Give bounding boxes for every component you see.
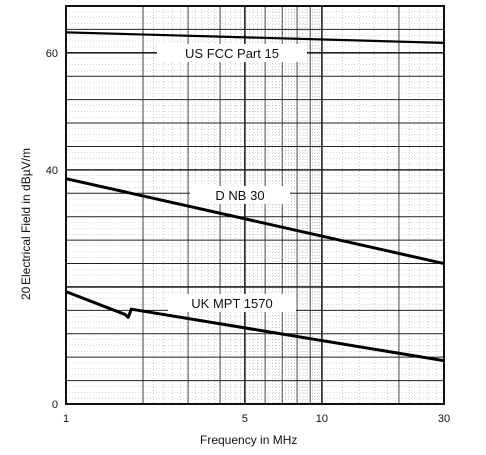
x-tick-label: 10 bbox=[316, 413, 328, 425]
y-tick-label: 40 bbox=[46, 165, 58, 177]
series-label-box-1 bbox=[157, 44, 307, 62]
grid-minor bbox=[66, 6, 444, 404]
x-tick-label: 1 bbox=[63, 413, 69, 425]
series-label-box-3 bbox=[168, 294, 296, 312]
plot-frame bbox=[65, 5, 445, 405]
y-axis-title: Electrical Field in dBµV/m bbox=[19, 148, 33, 285]
series-label-1: US FCC Part 15 bbox=[185, 46, 279, 61]
series-line-1 bbox=[65, 31, 445, 44]
series-line-3 bbox=[65, 290, 445, 363]
series-line-2 bbox=[65, 177, 445, 265]
series-lines bbox=[65, 31, 445, 363]
x-axis-title: Frequency in MHz bbox=[200, 433, 297, 447]
y-tick-label: 60 bbox=[46, 48, 58, 60]
y-tick-label: 0 bbox=[52, 399, 58, 411]
tick-labels: 1 5 10 30 0 40 60 bbox=[46, 48, 450, 425]
series-labels: US FCC Part 15 D NB 30 UK MPT 1570 bbox=[157, 44, 307, 312]
x-tick-label: 30 bbox=[438, 413, 450, 425]
y-axis-prefix: 20 bbox=[19, 286, 33, 300]
series-label-2: D NB 30 bbox=[215, 188, 264, 203]
series-label-box-2 bbox=[190, 186, 290, 204]
series-label-3: UK MPT 1570 bbox=[191, 296, 272, 311]
x-tick-label: 5 bbox=[242, 413, 248, 425]
grid-major bbox=[66, 6, 444, 404]
